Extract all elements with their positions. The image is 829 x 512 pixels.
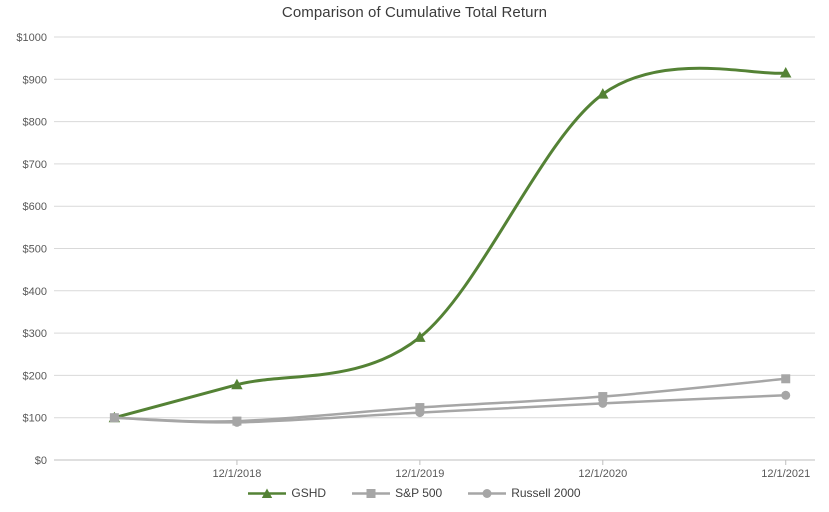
square-marker <box>781 374 791 384</box>
circle-marker <box>598 398 608 408</box>
circle-marker <box>781 390 791 400</box>
y-tick-label: $200 <box>23 370 47 382</box>
x-tick-label: 12/1/2020 <box>578 468 627 480</box>
series-line-gshd <box>112 66 788 420</box>
triangle-legend-icon <box>248 488 287 498</box>
triangle-marker <box>231 378 243 390</box>
y-tick-label: $800 <box>23 117 47 129</box>
triangle-marker <box>414 331 426 342</box>
triangle-marker <box>780 66 792 78</box>
y-tick-label: $700 <box>23 159 47 171</box>
y-tick-label: $100 <box>23 413 47 425</box>
legend-label: S&P 500 <box>395 486 443 500</box>
y-tick-label: $0 <box>35 455 47 467</box>
square-legend-icon <box>352 488 391 498</box>
circle-legend-icon <box>468 488 507 498</box>
circle-marker <box>232 417 242 427</box>
legend-item-s-p-500: S&P 500 <box>352 486 442 500</box>
circle-marker <box>415 408 425 418</box>
legend-item-gshd: GSHD <box>248 486 326 500</box>
legend-item-russell-2000: Russell 2000 <box>468 486 581 500</box>
y-tick-label: $300 <box>23 328 47 340</box>
y-tick-label: $600 <box>23 201 47 213</box>
y-tick-label: $1000 <box>16 32 47 44</box>
square-marker <box>415 403 425 413</box>
chart-legend: GSHD S&P 500 Russell 2000 <box>0 486 829 500</box>
x-tick-label: 12/1/2021 <box>761 468 810 480</box>
triangle-marker <box>597 88 609 99</box>
legend-label: Russell 2000 <box>511 486 581 500</box>
y-tick-label: $500 <box>23 244 47 256</box>
square-marker <box>598 392 608 402</box>
y-tick-label: $400 <box>23 286 47 298</box>
circle-marker <box>109 413 119 423</box>
chart-title: Comparison of Cumulative Total Return <box>281 4 548 21</box>
series-line-russell-2000 <box>113 394 787 424</box>
y-tick-label: $900 <box>23 74 47 86</box>
legend-label: GSHD <box>291 486 327 500</box>
x-tick-label: 12/1/2019 <box>395 468 444 480</box>
x-tick-label: 12/1/2018 <box>212 468 261 480</box>
